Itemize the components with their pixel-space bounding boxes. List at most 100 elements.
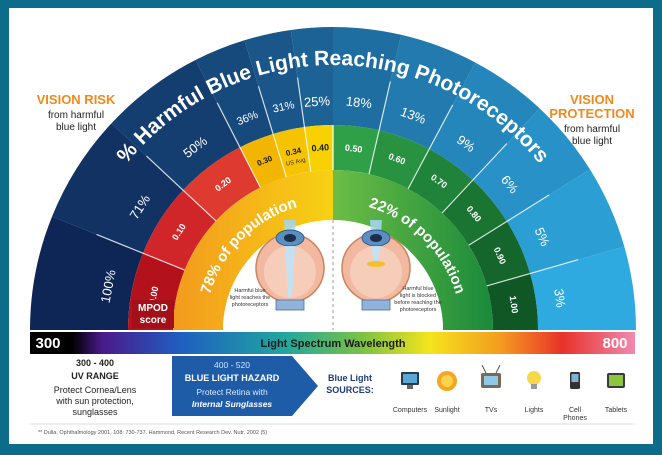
- source-label: Cell: [569, 407, 582, 414]
- mpod-segment: [468, 221, 531, 286]
- hazard-range: 400 - 520: [214, 360, 250, 370]
- outer-segment: [429, 62, 540, 181]
- sources-label: SOURCES:: [326, 385, 374, 395]
- mpod-segment: [183, 147, 261, 221]
- sources-label: Blue Light: [328, 373, 372, 383]
- vision-risk-heading: VISION RISK: [37, 92, 116, 107]
- retina: [361, 299, 391, 311]
- uv-range: 300 - 400: [76, 358, 114, 368]
- source-label: Computers: [393, 407, 428, 414]
- outer-segment: [244, 29, 305, 134]
- eye-caption: Harmful blue: [402, 286, 433, 292]
- hazard-text: Protect Retina with: [196, 387, 268, 397]
- eye-caption: Harmful blue: [234, 288, 265, 294]
- vision-protection-text: from harmful: [564, 124, 620, 135]
- outer-segment: [379, 34, 476, 149]
- eye-caption: light is blocked: [400, 293, 436, 299]
- spectrum-start: 300: [35, 335, 60, 352]
- segment-divider: [468, 194, 550, 246]
- source-label: Tablets: [605, 407, 628, 414]
- mpod-value: 1.00: [508, 295, 520, 314]
- outer-segment: [333, 27, 402, 131]
- outer-segment: [195, 40, 274, 148]
- population-right: [333, 170, 493, 330]
- us-avg-label: US Avg: [286, 158, 307, 168]
- tablet-screen: [609, 375, 623, 386]
- segment-divider: [407, 104, 454, 190]
- segment-divider: [441, 143, 508, 214]
- uv-text: Protect Cornea/Lens: [54, 385, 137, 395]
- source-label: Sunlight: [434, 407, 459, 414]
- mpod-value: 0.34: [285, 146, 303, 158]
- eye-caption: photoreceptors: [232, 302, 269, 308]
- outer-segment: [506, 169, 625, 274]
- bulb-icon: [527, 371, 541, 385]
- mpod-segment: [486, 273, 538, 330]
- segment-divider: [216, 102, 261, 188]
- outer-segment: [30, 216, 143, 330]
- uv-text: with sun protection,: [55, 396, 134, 406]
- pupil: [370, 234, 382, 242]
- vision-risk-text: blue light: [56, 122, 96, 133]
- tv-screen: [484, 376, 498, 385]
- vision-protection-heading: PROTECTION: [549, 106, 634, 121]
- percent-label: 5%: [532, 225, 554, 249]
- mpod-segment: [142, 190, 216, 271]
- computer-screen: [403, 374, 417, 383]
- eye-caption: light reaches the: [230, 295, 270, 301]
- outer-segment: [111, 60, 240, 191]
- source-label: Lights: [525, 407, 544, 414]
- population-left: [173, 170, 333, 330]
- uv-title: UV RANGE: [71, 371, 119, 381]
- mpod-segment: [304, 125, 333, 172]
- mpod-label: score: [140, 315, 167, 326]
- spectrum-bar: [30, 332, 635, 354]
- segment-divider: [257, 85, 287, 178]
- inner-beam: [371, 246, 381, 262]
- inner-beam: [285, 246, 295, 298]
- bulb-base: [531, 384, 537, 389]
- vision-risk-text: from harmful: [48, 110, 104, 121]
- source-label: Phones: [563, 415, 587, 422]
- sun-core: [441, 375, 453, 387]
- outer-segment: [472, 108, 590, 222]
- percent-label: 3%: [551, 288, 569, 309]
- hazard-title: BLUE LIGHT HAZARD: [185, 373, 280, 383]
- eye-caption: before reaching the: [394, 300, 441, 306]
- percent-label: 31%: [272, 99, 296, 116]
- uv-text: sunglasses: [72, 407, 118, 417]
- percent-label: 25%: [304, 93, 331, 110]
- macular-pigment: [367, 261, 385, 267]
- footnote: ** Dulla, Ophthalmology 2001, 108: 730-7…: [38, 430, 267, 436]
- segment-divider: [486, 259, 579, 287]
- outer-segment: [530, 246, 636, 330]
- spectrum-end: 800: [602, 335, 627, 352]
- computer-stand: [407, 385, 413, 389]
- eye-inner: [350, 246, 402, 298]
- segment-divider: [96, 233, 185, 271]
- mpod-label: MPOD: [138, 303, 168, 314]
- segment-divider: [146, 155, 217, 222]
- mpod-label-box: [132, 300, 174, 328]
- retina: [275, 299, 305, 311]
- percent-label: 100%: [98, 268, 119, 304]
- vision-protection-text: blue light: [572, 136, 612, 147]
- mpod-segment: [368, 130, 430, 189]
- tv-antenna: [481, 364, 501, 374]
- mpod-segment: [333, 125, 380, 175]
- phone-screen: [571, 374, 579, 382]
- percent-label: 18%: [345, 93, 373, 111]
- mpod-value: 0.50: [344, 143, 363, 155]
- hazard-emphasis: Internal Sunglasses: [192, 399, 273, 409]
- mpod-value: 0.40: [311, 142, 329, 153]
- mpod-value: 0.00: [147, 286, 160, 305]
- outer-segment: [52, 123, 184, 254]
- source-label: TVs: [485, 407, 498, 414]
- spectrum-label: Light Spectrum Wavelength: [260, 338, 405, 350]
- segment-divider: [296, 77, 312, 172]
- vision-protection-heading: VISION: [570, 92, 614, 107]
- hazard-box: [172, 356, 318, 416]
- pupil: [284, 234, 296, 242]
